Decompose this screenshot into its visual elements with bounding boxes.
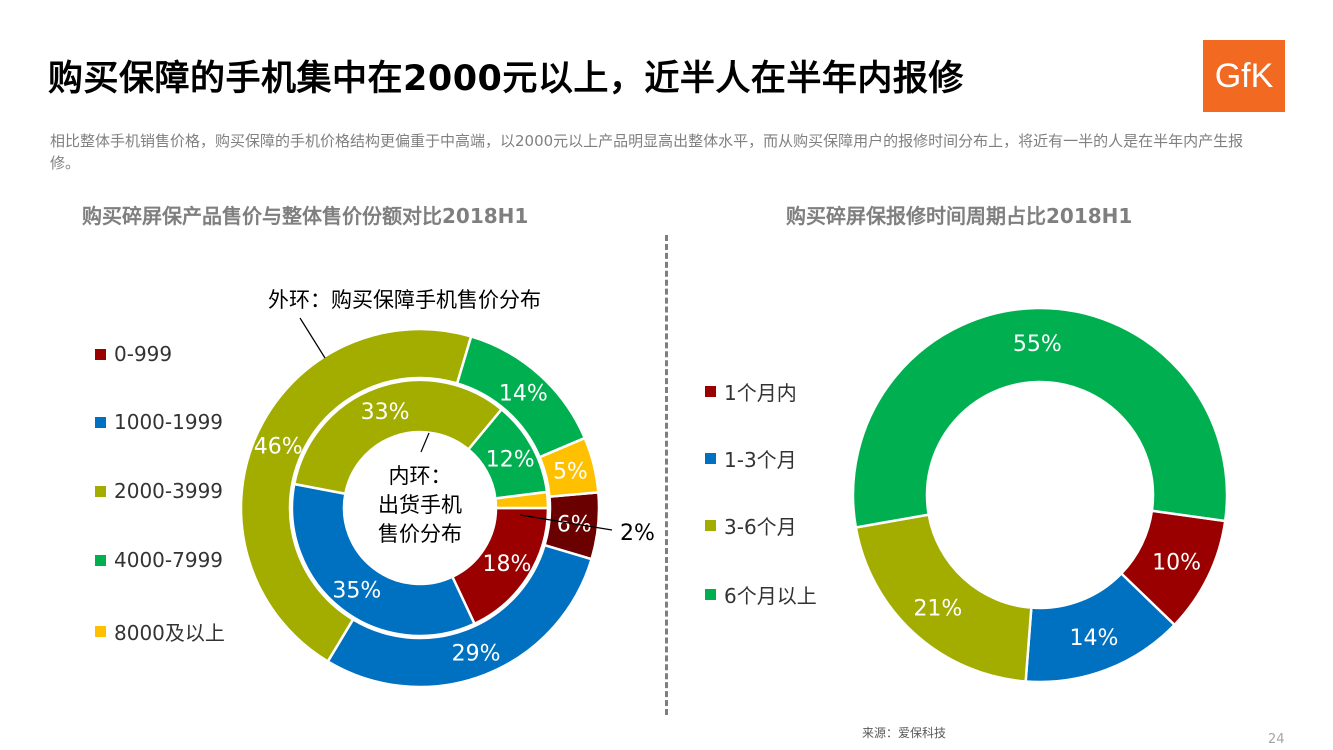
inner-ring-slice xyxy=(494,490,550,510)
left-legend-item: 0-999 xyxy=(95,342,172,366)
outer-ring-label: 29% xyxy=(452,642,501,667)
outer-ring-slice xyxy=(326,543,594,689)
right-chart-title: 购买碎屏保报修时间周期占比2018H1 xyxy=(786,204,1133,228)
legend-swatch xyxy=(95,554,106,566)
left-legend-item: 8000及以上 xyxy=(95,617,225,646)
outer-ring-slice xyxy=(538,436,600,499)
inner-annotation-line: 内环： xyxy=(388,464,452,488)
left-legend-item: 1000-1999 xyxy=(95,410,223,434)
page-number: 24 xyxy=(1268,732,1285,747)
legend-label: 4000-7999 xyxy=(114,548,224,572)
right-legend-item: 1个月内 xyxy=(705,377,797,406)
subtitle: 相比整体手机销售价格，购买保障的手机价格结构更偏重于中高端，以2000元以上产品… xyxy=(50,132,1244,172)
gfk-logo: GfK xyxy=(1203,40,1285,112)
divider xyxy=(665,235,668,715)
callout-line xyxy=(519,514,613,531)
inner-annotation-line xyxy=(420,432,430,453)
source-note: 来源：爱保科技 xyxy=(862,726,947,740)
inner-ring-label: 12% xyxy=(486,447,535,472)
legend-label: 1000-1999 xyxy=(114,410,224,434)
right-donut-slice xyxy=(854,513,1033,683)
right-legend-item: 6个月以上 xyxy=(705,580,817,609)
outer-ring-label: 6% xyxy=(557,513,592,538)
outer-ring-label: 5% xyxy=(553,460,588,485)
legend-label: 1-3个月 xyxy=(724,448,797,472)
right-legend-item: 1-3个月 xyxy=(705,444,797,473)
inner-ring-label: 18% xyxy=(483,552,532,577)
legend-swatch xyxy=(705,453,716,464)
legend-swatch xyxy=(705,589,716,600)
outer-ring-annotation: 外环：购买保障手机售价分布 xyxy=(268,288,541,312)
outer-ring-slice xyxy=(239,327,473,664)
left-legend-item: 2000-3999 xyxy=(95,479,223,503)
legend-label: 3-6个月 xyxy=(724,515,797,539)
right-donut-label: 55% xyxy=(1013,332,1062,357)
legend-label: 6个月以上 xyxy=(724,584,817,608)
legend-swatch xyxy=(705,520,716,531)
legend-label: 2000-3999 xyxy=(114,479,224,503)
legend-swatch xyxy=(95,626,106,637)
legend-label: 0-999 xyxy=(114,342,173,366)
inner-annotation-line: 出货手机 xyxy=(378,493,462,517)
inner-ring-label: 35% xyxy=(332,578,381,603)
inner-ring-annotation: 内环： 出货手机 售价分布 xyxy=(340,462,500,549)
right-donut-label: 21% xyxy=(913,597,962,622)
outer-ring-label: 14% xyxy=(499,381,548,406)
right-legend-item: 3-6个月 xyxy=(705,511,797,540)
page-title: 购买保障的手机集中在2000元以上，近半人在半年内报修 xyxy=(48,59,964,99)
inner-ring-label: 2% xyxy=(620,521,655,546)
outer-annotation-line xyxy=(299,317,326,359)
right-donut-label: 10% xyxy=(1152,551,1201,576)
left-chart-title: 购买碎屏保产品售价与整体售价份额对比2018H1 xyxy=(82,204,529,228)
legend-swatch xyxy=(705,386,716,397)
left-legend-item: 4000-7999 xyxy=(95,548,223,572)
legend-label: 8000及以上 xyxy=(114,621,225,645)
inner-ring-slice xyxy=(290,482,477,638)
legend-swatch xyxy=(95,485,106,497)
outer-ring-label: 46% xyxy=(254,434,303,459)
inner-ring-label: 33% xyxy=(361,400,410,425)
right-donut-label: 14% xyxy=(1070,626,1119,651)
legend-swatch xyxy=(95,348,106,360)
right-donut-slice xyxy=(851,306,1229,529)
legend-swatch xyxy=(95,416,106,428)
legend-label: 1个月内 xyxy=(724,381,797,405)
inner-ring-slice xyxy=(292,378,504,496)
inner-annotation-line: 售价分布 xyxy=(378,522,462,546)
